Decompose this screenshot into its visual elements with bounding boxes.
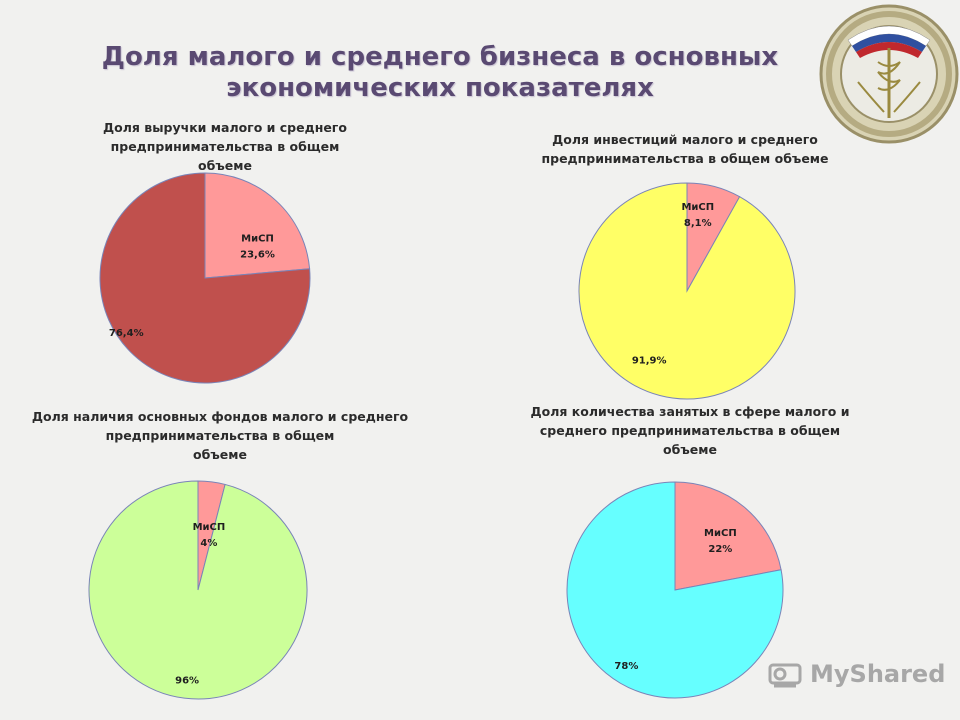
chart-1-slice-2-value: 76,4% bbox=[109, 328, 144, 339]
chart-4-title-line-3: объеме bbox=[663, 442, 717, 457]
chart-4-slice-2 bbox=[566, 481, 784, 699]
chart-3-slice-2-value: 96% bbox=[175, 676, 199, 687]
page-title-line-2: экономических показателях bbox=[226, 73, 654, 103]
chart-4-slice-1-label: МиСП bbox=[704, 528, 737, 539]
chart-2-title-line-1: Доля инвестиций малого и среднего bbox=[552, 132, 818, 147]
chart-3-title-line-2: предпринимательства в общем bbox=[105, 428, 335, 443]
chart-3-slice-1-value: 4% bbox=[200, 538, 217, 549]
chart-2-title: Доля инвестиций малого и среднего предпр… bbox=[520, 130, 850, 168]
chart-1-title: Доля выручки малого и среднего предприни… bbox=[60, 118, 390, 175]
chart-1-slice-1-label: МиСП bbox=[241, 233, 274, 244]
chart-3-title: Доля наличия основных фондов малого и ср… bbox=[20, 407, 420, 464]
chart-4-title: Доля количества занятых в сфере малого и… bbox=[510, 402, 870, 459]
chart-2-slice-1-value: 8,1% bbox=[684, 218, 712, 229]
chart-4-slice-1-value: 22% bbox=[708, 544, 732, 555]
chart-1-title-line-3: объеме bbox=[198, 158, 252, 173]
watermark: MyShared bbox=[768, 656, 945, 692]
chart-3-slice-1-label: МиСП bbox=[193, 522, 226, 533]
chart-3-title-line-3: объеме bbox=[193, 447, 247, 462]
chart-1-title-line-2: предпринимательства в общем bbox=[110, 139, 340, 154]
chart-3-slice-2 bbox=[88, 480, 308, 700]
watermark-text: MyShared bbox=[810, 660, 946, 688]
chart-2-slice-2-value: 91,9% bbox=[632, 355, 667, 366]
chart-2-title-line-2: предпринимательства в общем объеме bbox=[541, 151, 829, 166]
page-title: Доля малого и среднего бизнеса в основны… bbox=[0, 42, 880, 104]
chart-4-title-line-2: среднего предпринимательства в общем bbox=[539, 423, 841, 438]
projector-icon bbox=[768, 663, 802, 688]
chart-3-title-line-1: Доля наличия основных фондов малого и ср… bbox=[31, 409, 409, 424]
page-title-line-1: Доля малого и среднего бизнеса в основны… bbox=[101, 42, 779, 72]
chart-1-slice-1 bbox=[204, 172, 311, 279]
chart-4-title-line-1: Доля количества занятых в сфере малого и bbox=[530, 404, 850, 419]
chart-1-slice-2 bbox=[99, 172, 311, 384]
chart-2-slice-1-label: МиСП bbox=[681, 202, 714, 213]
chart-4-slice-1 bbox=[674, 481, 782, 591]
chart-4-slice-2-value: 78% bbox=[614, 661, 638, 672]
emblem-logo bbox=[819, 4, 959, 144]
chart-1-slice-1-value: 23,6% bbox=[240, 249, 275, 260]
chart-2-slice-2 bbox=[578, 182, 796, 400]
chart-1-title-line-1: Доля выручки малого и среднего bbox=[103, 120, 347, 135]
